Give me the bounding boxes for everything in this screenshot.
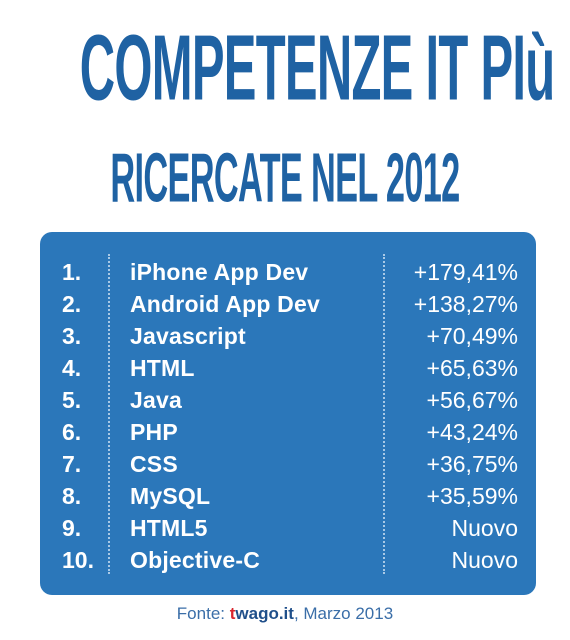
- rank-number: 1.: [62, 259, 82, 285]
- rank-number: 8.: [62, 483, 82, 509]
- brand-accent-letter: t: [229, 604, 236, 623]
- rank-number: 6.: [62, 419, 82, 445]
- growth-value: +43,24%: [426, 419, 518, 445]
- source-prefix: Fonte:: [176, 604, 230, 623]
- skill-name: Java: [130, 387, 182, 413]
- ranking-row: 6. PHP +43,24%: [40, 416, 536, 448]
- growth-value: +56,67%: [426, 387, 518, 413]
- ranking-row: 8. MySQL +35,59%: [40, 480, 536, 512]
- rank-number: 5.: [62, 387, 82, 413]
- rank-number: 10.: [62, 547, 94, 573]
- rank-number: 7.: [62, 451, 82, 477]
- rank-number: 2.: [62, 291, 82, 317]
- ranking-row: 2. Android App Dev +138,27%: [40, 288, 536, 320]
- skill-name: Objective-C: [130, 547, 261, 573]
- skill-name: Android App Dev: [130, 291, 320, 317]
- growth-value: +138,27%: [413, 291, 518, 317]
- brand-rest: wago.it: [235, 604, 294, 623]
- skill-name: PHP: [130, 419, 178, 445]
- skill-name: CSS: [130, 451, 178, 477]
- growth-value: Nuovo: [451, 515, 518, 541]
- ranking-row: 4. HTML +65,63%: [40, 352, 536, 384]
- title-line-1: COMPETENZE IT PIù: [79, 16, 555, 120]
- rank-divider: [108, 254, 110, 574]
- growth-value: +70,49%: [426, 323, 518, 349]
- skill-name: Javascript: [130, 323, 246, 349]
- skill-name: iPhone App Dev: [130, 259, 309, 285]
- growth-value: +65,63%: [426, 355, 518, 381]
- skill-name: HTML: [130, 355, 195, 381]
- ranking-row: 10. Objective-C Nuovo: [40, 544, 536, 576]
- source-credit: Fonte: twago.it, Marzo 2013: [0, 604, 570, 624]
- ranking-panel: 1. iPhone App Dev +179,41% 2. Android Ap…: [40, 232, 536, 595]
- value-divider: [383, 254, 385, 574]
- ranking-row: 5. Java +56,67%: [40, 384, 536, 416]
- skill-name: MySQL: [130, 483, 211, 509]
- growth-value: Nuovo: [451, 547, 518, 573]
- skill-name: HTML5: [130, 515, 208, 541]
- rank-number: 3.: [62, 323, 82, 349]
- ranking-row: 7. CSS +36,75%: [40, 448, 536, 480]
- growth-value: +179,41%: [413, 259, 518, 285]
- ranking-row: 1. iPhone App Dev +179,41%: [40, 256, 536, 288]
- source-brand: twago.it: [230, 604, 294, 623]
- rank-number: 9.: [62, 515, 82, 541]
- growth-value: +35,59%: [426, 483, 518, 509]
- growth-value: +36,75%: [426, 451, 518, 477]
- rank-number: 4.: [62, 355, 82, 381]
- ranking-row: 9. HTML5 Nuovo: [40, 512, 536, 544]
- title-line-2: RICERCATE NEL 2012: [110, 139, 460, 218]
- ranking-row: 3. Javascript +70,49%: [40, 320, 536, 352]
- source-date: , Marzo 2013: [293, 604, 394, 623]
